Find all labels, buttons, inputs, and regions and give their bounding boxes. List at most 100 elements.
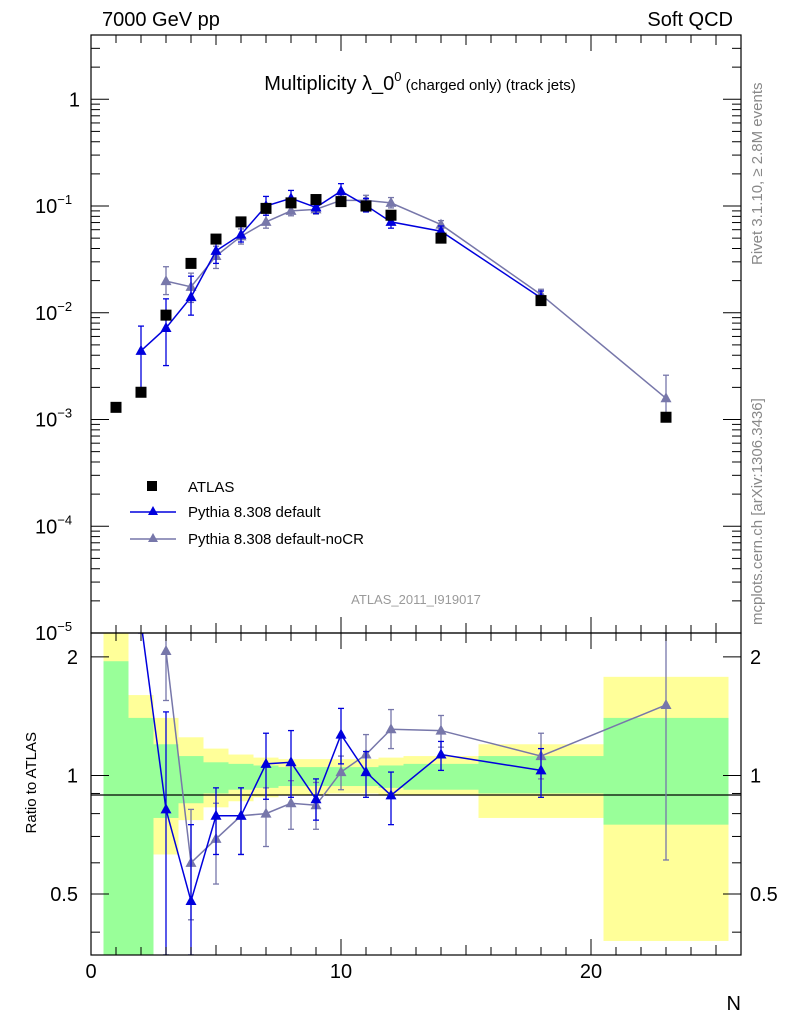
band-inner-0	[103, 661, 129, 955]
y-tick-exp-2: −3	[57, 406, 72, 421]
legend-label-nocr: Pythia 8.308 default-noCR	[188, 531, 364, 548]
main-point-atlas-11	[385, 209, 397, 221]
ratio-point-nocr-12	[660, 698, 672, 709]
legend-marker-nocr	[148, 533, 158, 542]
uncertainty-bands	[103, 633, 729, 955]
y-tick-base-0: 10	[35, 623, 57, 645]
main-point-default-2	[185, 291, 197, 302]
x-tick-label-1: 10	[330, 961, 352, 983]
y-tick-label-main-0: 10−5	[35, 619, 72, 645]
main-point-default-1	[160, 321, 172, 332]
ratio-point-default-5	[260, 757, 272, 768]
main-point-nocr-0	[160, 275, 172, 286]
y-tick-label-main-4: 10−1	[35, 192, 72, 218]
main-line-default	[140, 190, 542, 352]
main-series-layer	[110, 182, 672, 423]
ratio-point-default-9	[360, 766, 372, 777]
y-tick-label-ratio-left-0: 0.5	[50, 884, 78, 906]
main-point-atlas-9	[335, 196, 347, 208]
main-point-atlas-13	[535, 295, 547, 307]
band-inner-3	[178, 756, 204, 804]
y-tick-label-ratio-right-1: 1	[750, 765, 761, 787]
main-point-default-7	[310, 201, 322, 212]
main-point-nocr-5	[285, 204, 297, 215]
y-tick-label-ratio-left-2: 2	[67, 647, 78, 669]
ratio-point-default-12	[535, 764, 547, 775]
chart-title-suffix: (charged only) (track jets)	[402, 77, 576, 94]
y-tick-label-ratio-right-2: 2	[750, 647, 761, 669]
y-tick-label-main-2: 10−3	[35, 406, 72, 432]
ratio-point-nocr-4	[260, 807, 272, 818]
main-point-atlas-7	[285, 197, 297, 209]
main-point-atlas-4	[210, 233, 222, 245]
y-tick-label-main-3: 10−2	[35, 299, 72, 325]
legend-marker-atlas	[147, 481, 157, 491]
main-point-atlas-2	[160, 309, 172, 321]
ratio-point-default-7	[310, 793, 322, 804]
y-tick-label-main-1: 10−4	[35, 512, 72, 538]
y-tick-label-main-5: 1	[69, 89, 80, 111]
y-tick-exp-1: −4	[57, 512, 72, 527]
legend: ATLAS Pythia 8.308 default Pythia 8.308 …	[130, 479, 364, 548]
ratio-point-nocr-5	[285, 797, 297, 808]
band-inner-1	[128, 717, 154, 955]
x-axis-label: N	[727, 993, 741, 1015]
ratio-point-default-4	[235, 809, 247, 820]
main-point-nocr-12	[660, 392, 672, 403]
y-tick-exp-0: −5	[57, 619, 72, 634]
chart-title: Multiplicity λ_00 (charged only) (track …	[264, 69, 576, 95]
legend-label-atlas: ATLAS	[188, 479, 234, 496]
ratio-point-default-6	[285, 756, 297, 767]
ratio-point-nocr-10	[435, 724, 447, 735]
ratio-point-nocr-7	[335, 766, 347, 777]
y-tick-base-1: 10	[35, 516, 57, 538]
y-tick-base-4: 10	[35, 196, 57, 218]
main-point-atlas-8	[310, 194, 322, 206]
main-point-default-0	[135, 344, 147, 355]
main-point-nocr-9	[385, 196, 397, 207]
main-point-atlas-5	[235, 216, 247, 228]
header-right: Soft QCD	[647, 9, 733, 31]
main-point-atlas-6	[260, 202, 272, 214]
legend-label-default: Pythia 8.308 default	[188, 504, 321, 521]
ratio-point-default-11	[435, 748, 447, 759]
main-point-atlas-10	[360, 200, 372, 212]
main-point-atlas-0	[110, 401, 122, 413]
y-tick-base-2: 10	[35, 410, 57, 432]
y-tick-exp-3: −2	[57, 299, 72, 314]
y-tick-base-3: 10	[35, 303, 57, 325]
x-tick-label-0: 0	[85, 961, 96, 983]
ratio-ylabel: Ratio to ATLAS	[23, 732, 40, 833]
watermark: ATLAS_2011_I919017	[351, 592, 481, 607]
ratio-point-default-8	[335, 728, 347, 739]
y-tick-label-ratio-left-1: 1	[67, 765, 78, 787]
ratio-point-default-2	[185, 894, 197, 905]
ratio-point-default-0	[136, 616, 147, 626]
main-point-atlas-14	[660, 411, 672, 423]
main-point-default-3	[210, 244, 222, 255]
ratio-series-layer	[136, 616, 672, 955]
header-left: 7000 GeV pp	[102, 9, 220, 31]
main-point-atlas-12	[435, 232, 447, 244]
y-tick-exp-4: −1	[57, 192, 72, 207]
main-point-default-10	[385, 215, 397, 226]
main-point-default-8	[335, 185, 347, 196]
main-point-default-4	[235, 228, 247, 239]
ratio-point-default-10	[385, 789, 397, 800]
x-tick-label-2: 20	[580, 961, 602, 983]
rivet-label: Rivet 3.1.10, ≥ 2.8M events	[749, 83, 766, 266]
ratio-point-default-3	[210, 809, 222, 820]
legend-marker-default	[148, 506, 158, 515]
y-tick-label-ratio-right-0: 0.5	[750, 884, 778, 906]
chart-title-main: Multiplicity λ_0	[264, 73, 394, 95]
chart-title-sup: 0	[394, 69, 401, 84]
main-point-atlas-3	[185, 257, 197, 269]
main-point-atlas-1	[135, 386, 147, 398]
ratio-point-default-1	[160, 803, 172, 814]
ratio-point-nocr-0	[160, 645, 172, 656]
mcplots-label: mcplots.cern.ch [arXiv:1306.3436]	[749, 398, 766, 625]
main-point-nocr-4	[260, 215, 272, 226]
band-inner-5	[228, 763, 254, 790]
